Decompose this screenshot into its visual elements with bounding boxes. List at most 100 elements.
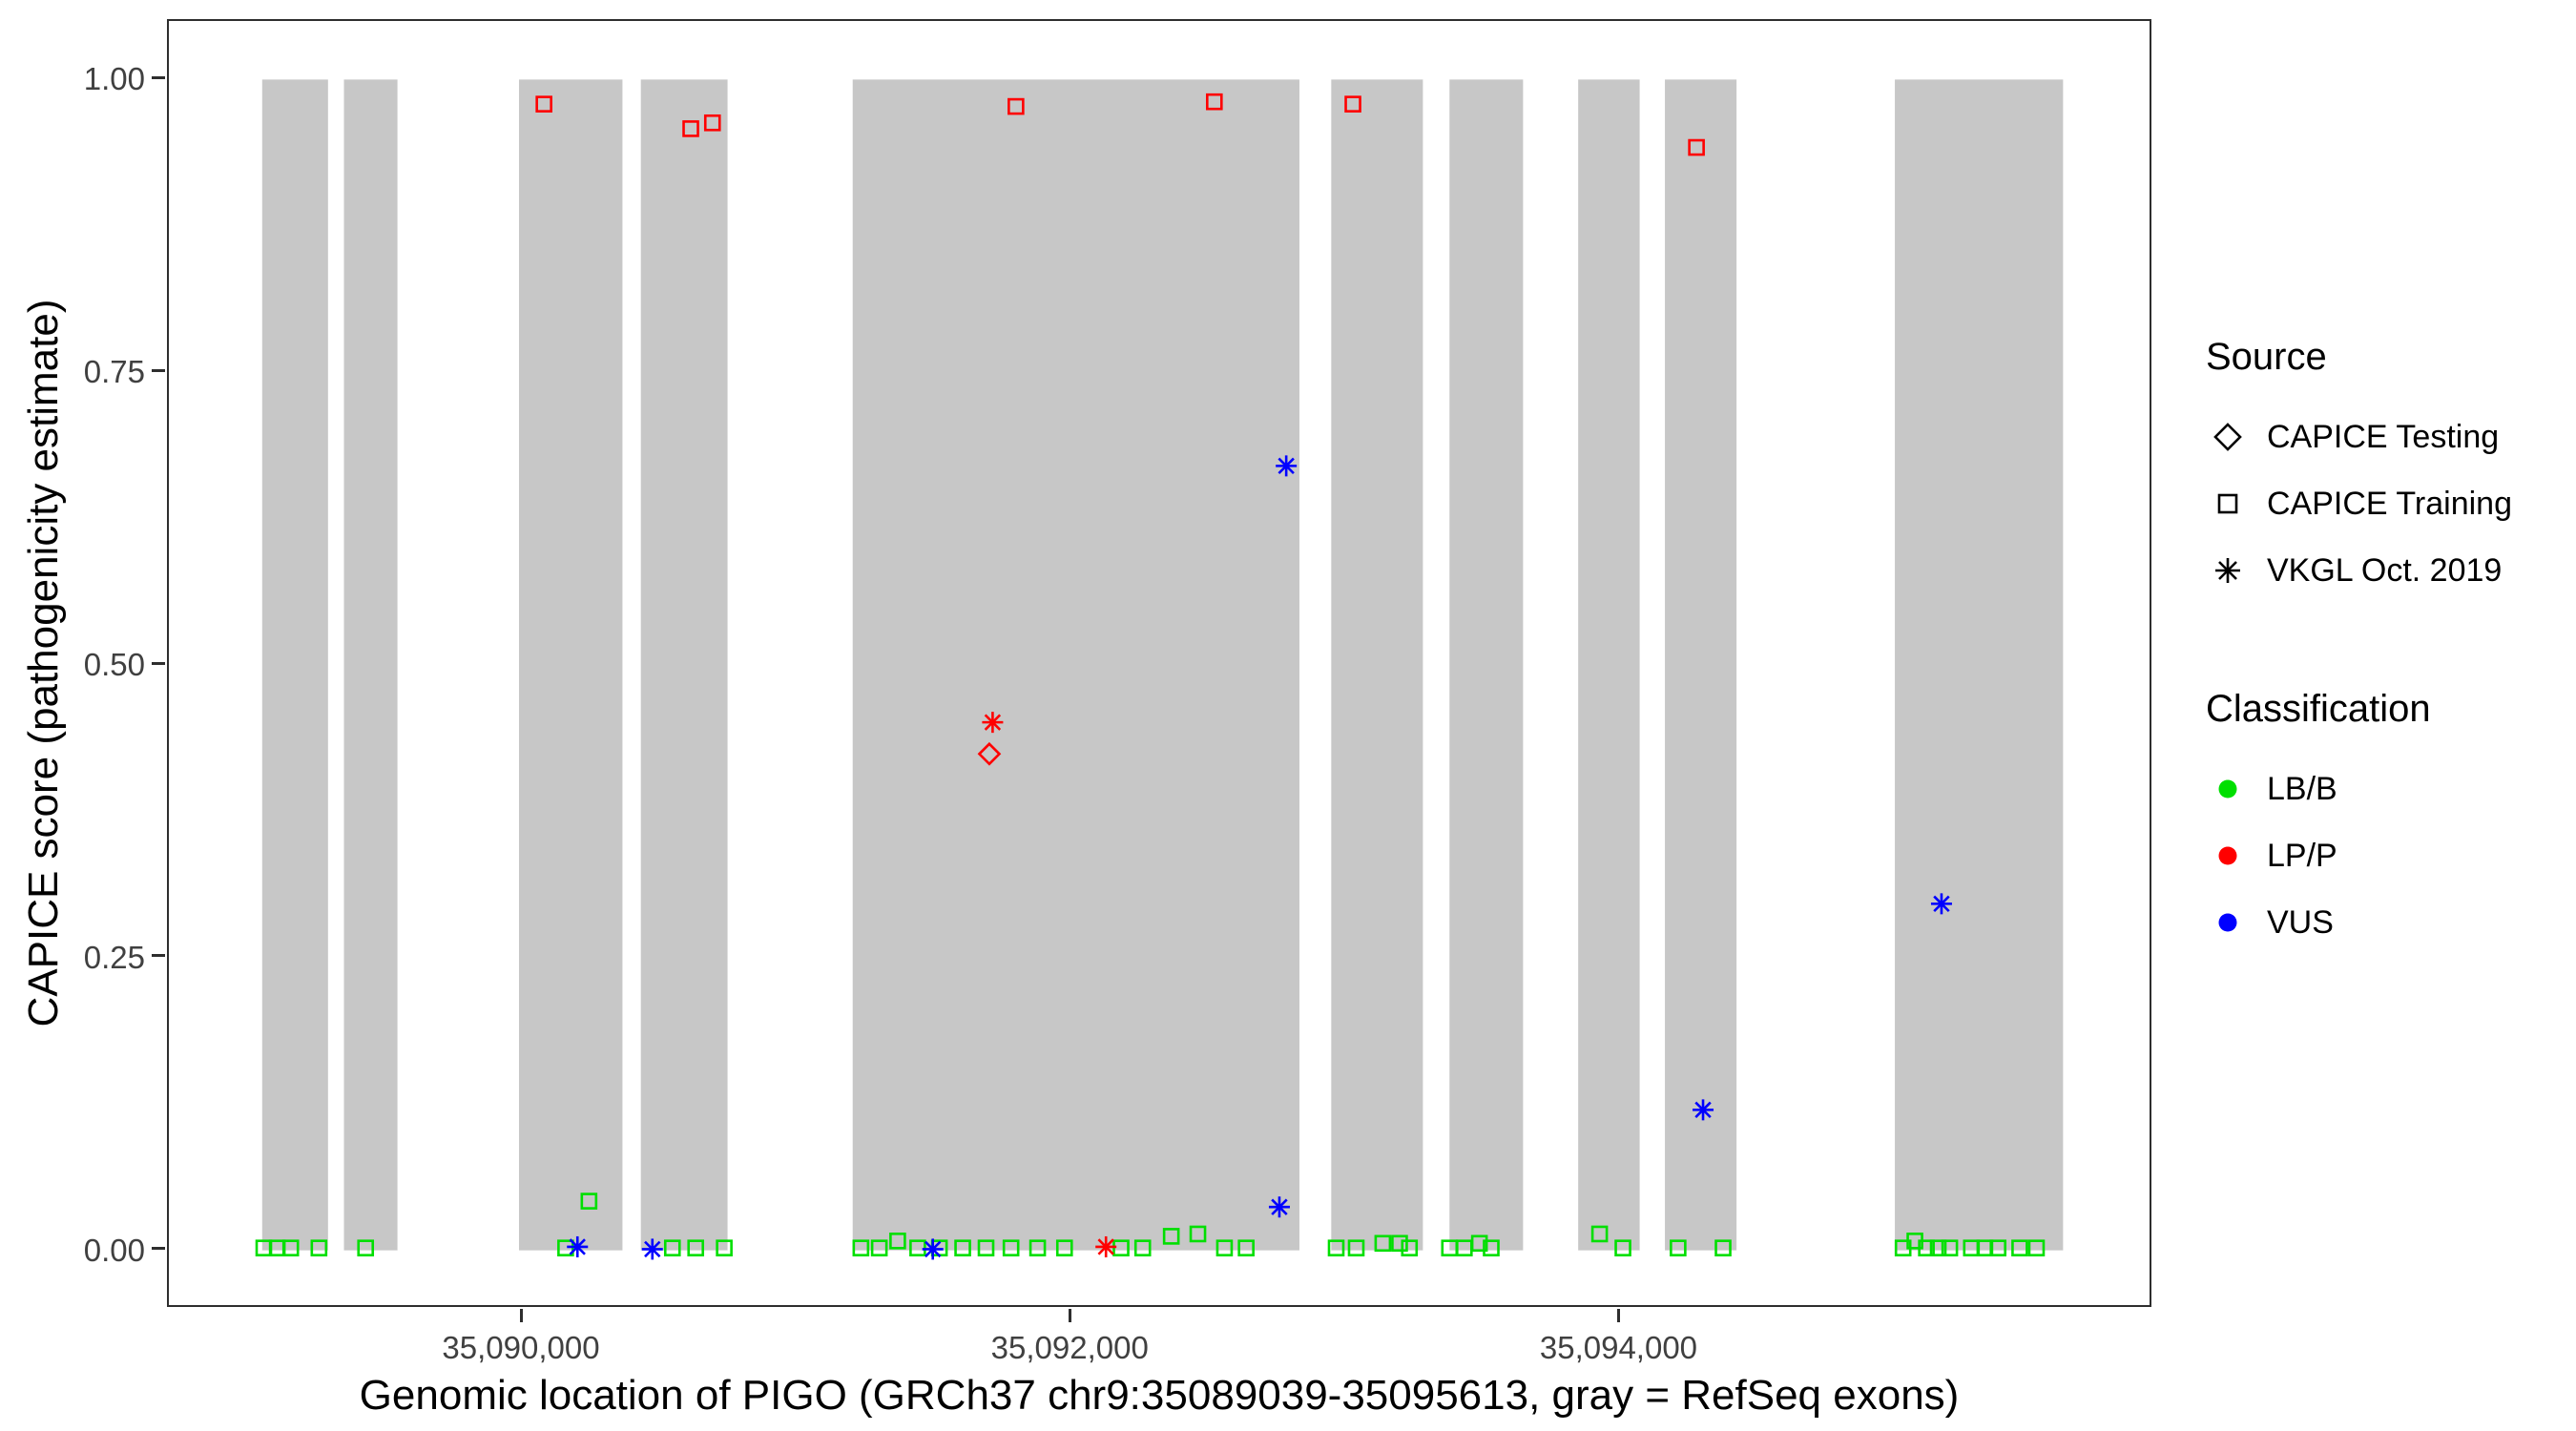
legend-item-capice-training: CAPICE Training: [2206, 470, 2576, 537]
point-square: [852, 1239, 870, 1256]
point-square: [1347, 1239, 1365, 1256]
point-square: [870, 1239, 888, 1256]
point-square: [1989, 1239, 2007, 1256]
x-tick-label: 35,094,000: [1539, 1330, 1698, 1365]
exon-rect: [1895, 79, 2064, 1251]
point-square: [682, 120, 699, 137]
point-square: [703, 114, 721, 132]
point-square: [1929, 1239, 1947, 1256]
point-square: [580, 1192, 598, 1210]
point-square: [1590, 1225, 1609, 1243]
exon-rect: [640, 79, 728, 1251]
legend-source-title: Source: [2206, 336, 2327, 378]
y-tick-label: 0.00: [83, 1232, 145, 1268]
legend-item-capice-testing: CAPICE Testing: [2206, 404, 2576, 470]
plot-svg: [255, 79, 2064, 1260]
point-asterisk: [1268, 1196, 1290, 1218]
point-square: [1918, 1239, 1935, 1256]
legend-item-label: VUS: [2267, 903, 2334, 941]
x-tick-label: 35,092,000: [990, 1330, 1149, 1365]
y-tick-mark: [152, 954, 165, 958]
legend-item-label: LB/B: [2267, 770, 2337, 807]
point-square: [1162, 1228, 1180, 1245]
legend-item-vkgl: VKGL Oct. 2019: [2206, 537, 2576, 604]
blue-dot-icon: [2218, 913, 2237, 932]
asterisk-icon: [2215, 558, 2240, 583]
square-icon: [2217, 493, 2238, 514]
legend-classification-title: Classification: [2206, 688, 2431, 730]
point-square: [977, 1239, 995, 1256]
point-square: [889, 1233, 906, 1250]
point-square: [954, 1239, 971, 1256]
red-dot-icon: [2218, 846, 2237, 865]
x-tick-label: 35,090,000: [442, 1330, 600, 1365]
legend-item-label: LP/P: [2267, 837, 2337, 874]
legend-item-label: CAPICE Training: [2267, 485, 2512, 522]
point-diamond: [977, 741, 1002, 766]
point-square: [281, 1239, 300, 1256]
point-square: [1205, 93, 1223, 111]
point-square: [1002, 1239, 1020, 1256]
point-asterisk: [1693, 1099, 1714, 1121]
y-tick-mark: [152, 75, 165, 79]
legend-group-classification: Classification LB/B LP/P VUS: [2206, 688, 2576, 956]
y-tick-label: 0.75: [83, 354, 145, 390]
point-square: [1189, 1225, 1207, 1243]
exon-rect: [1449, 79, 1524, 1251]
y-tick-label: 0.25: [83, 939, 145, 975]
point-square: [1055, 1239, 1073, 1256]
exon-rect: [1331, 79, 1423, 1251]
point-square: [535, 95, 552, 113]
point-square: [663, 1239, 681, 1256]
point-square: [1670, 1239, 1687, 1256]
legend-item-lpp: LP/P: [2206, 822, 2576, 889]
exon-rect: [1665, 79, 1737, 1251]
y-tick-mark: [152, 368, 165, 372]
point-square: [1237, 1239, 1255, 1256]
point-square: [716, 1239, 733, 1256]
point-square: [1133, 1239, 1152, 1256]
point-asterisk: [1095, 1235, 1117, 1257]
point-square: [1941, 1239, 1959, 1256]
legend-item-vus: VUS: [2206, 889, 2576, 956]
point-square: [1344, 95, 1361, 113]
diamond-icon: [2213, 423, 2242, 451]
point-square: [1215, 1239, 1234, 1256]
exon-rect: [261, 79, 328, 1251]
green-dot-icon: [2218, 779, 2237, 798]
exon-rect: [1578, 79, 1640, 1251]
point-asterisk: [1930, 893, 1952, 915]
point-square: [1688, 138, 1705, 156]
point-square: [1483, 1239, 1500, 1256]
point-square: [1391, 1234, 1408, 1253]
y-tick-mark: [152, 661, 165, 665]
legend-item-lbb: LB/B: [2206, 756, 2576, 822]
point-square: [310, 1239, 328, 1256]
point-square: [1714, 1239, 1732, 1256]
x-tick-mark: [1068, 1309, 1071, 1322]
y-tick-label: 0.50: [83, 647, 145, 682]
point-square: [2027, 1239, 2046, 1256]
point-square: [1008, 97, 1025, 115]
y-tick-label: 1.00: [83, 61, 145, 97]
point-asterisk: [922, 1238, 944, 1260]
point-asterisk: [641, 1238, 663, 1260]
point-asterisk: [1276, 455, 1298, 477]
exon-rect: [343, 79, 398, 1251]
plot-panel: [167, 19, 2151, 1307]
exon-rect: [518, 79, 623, 1251]
legend-group-source: Source CAPICE Testing CAPICE Training: [2206, 336, 2576, 604]
legend-item-label: VKGL Oct. 2019: [2267, 551, 2503, 589]
point-square: [1614, 1239, 1631, 1256]
exon-rect: [852, 79, 1299, 1251]
point-square: [687, 1239, 705, 1256]
x-tick-mark: [519, 1309, 523, 1322]
x-tick-mark: [1616, 1309, 1620, 1322]
point-square: [357, 1239, 375, 1256]
point-asterisk: [982, 712, 1004, 734]
point-asterisk: [567, 1235, 589, 1257]
x-axis-title: Genomic location of PIGO (GRCh37 chr9:35…: [359, 1372, 1960, 1419]
point-square: [1401, 1239, 1419, 1256]
point-square: [1374, 1234, 1392, 1253]
